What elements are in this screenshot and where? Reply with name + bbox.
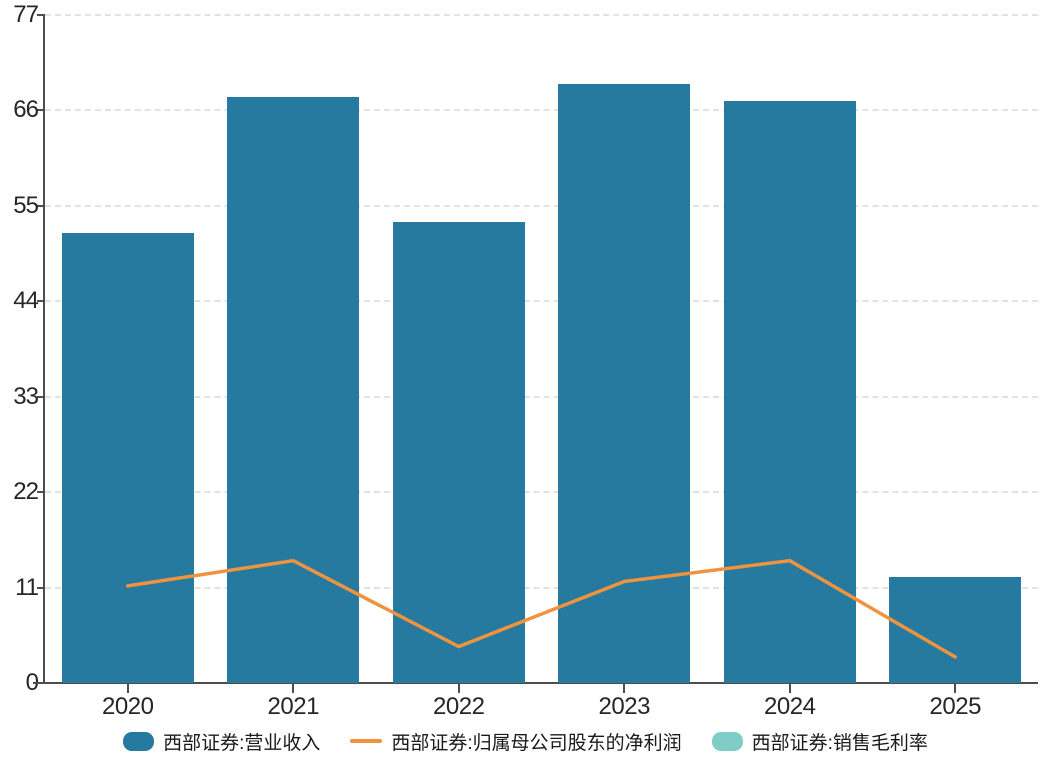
legend-item-gross-margin[interactable]: 西部证券:销售毛利率 [711, 728, 928, 755]
y-axis-tick [37, 109, 44, 112]
bar-2024[interactable] [723, 100, 856, 683]
x-axis-tick-label: 2022 [433, 693, 485, 720]
y-axis-tick [37, 395, 44, 398]
x-axis-tick-label: 2025 [929, 693, 982, 720]
gridline [45, 491, 1038, 494]
x-axis-tick [457, 684, 460, 693]
x-axis [33, 682, 1038, 684]
y-axis-tick-label: 33 [13, 382, 39, 410]
x-axis-tick [954, 684, 957, 693]
gridline [45, 300, 1038, 303]
y-axis-tick-label: 0 [25, 669, 39, 696]
gridline [45, 109, 1038, 112]
gridline [45, 14, 1038, 16]
y-axis-tick [37, 491, 44, 494]
y-axis-tick [37, 204, 44, 207]
x-axis-tick [623, 684, 626, 693]
bar-swatch-icon [123, 731, 155, 751]
y-axis-tick-label: 22 [13, 478, 39, 506]
bar-2020[interactable] [61, 232, 194, 683]
gridline [45, 204, 1038, 207]
legend-label: 西部证券:归属母公司股东的净利润 [391, 732, 682, 754]
y-axis-tick [37, 586, 44, 589]
x-axis-tick-label: 2023 [598, 693, 651, 720]
x-axis-tick [292, 684, 295, 693]
y-axis-tick [37, 300, 44, 303]
gridline [45, 395, 1038, 398]
legend-item-operating-revenue[interactable]: 西部证券:营业收入 [123, 728, 320, 755]
legend: 西部证券:营业收入 西部证券:归属母公司股东的净利润 西部证券:销售毛利率 [0, 726, 1051, 756]
bar-2023[interactable] [558, 84, 691, 683]
line-swatch-icon [350, 739, 383, 743]
y-axis-tick-label: 11 [15, 573, 39, 601]
y-axis-tick [37, 14, 44, 16]
y-axis-tick-label: 44 [13, 287, 39, 315]
bar-swatch-icon [711, 731, 743, 751]
x-axis-tick [788, 684, 791, 693]
legend-label: 西部证券:营业收入 [163, 732, 321, 754]
y-axis-tick-label: 66 [13, 96, 39, 124]
bar-2022[interactable] [392, 222, 525, 683]
bar-2021[interactable] [227, 96, 360, 683]
x-axis-tick-label: 2024 [764, 693, 816, 720]
legend-label: 西部证券:销售毛利率 [751, 732, 928, 754]
x-axis-tick-label: 2021 [267, 693, 320, 720]
legend-item-net-profit[interactable]: 西部证券:归属母公司股东的净利润 [350, 728, 682, 755]
y-axis-tick-label: 55 [13, 191, 39, 219]
bar-2025[interactable] [889, 577, 1022, 683]
x-axis-tick [126, 684, 129, 693]
y-axis [43, 14, 45, 683]
y-axis-tick-label: 77 [13, 1, 39, 28]
x-axis-tick-label: 2020 [102, 693, 154, 720]
